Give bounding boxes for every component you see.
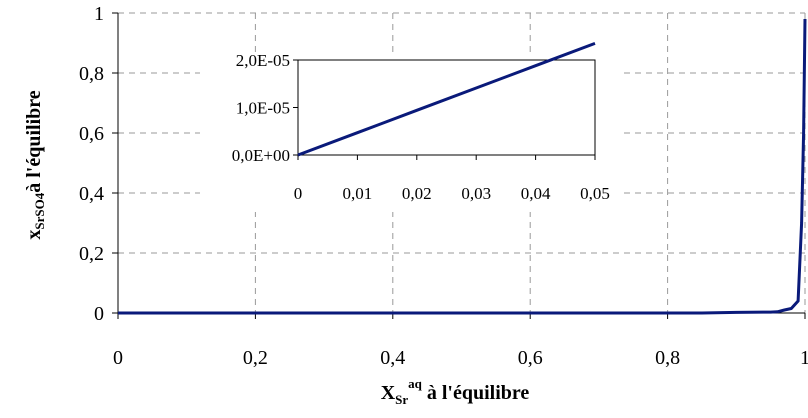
inset-x-tick-label-5: 0,05: [580, 184, 610, 203]
inset-chart: 0,0E+00 1,0E-05 2,0E-05 0 0,01 0,02 0,03 0,04 0,…: [200, 41, 620, 212]
x-tick-label-5: 1: [800, 347, 808, 369]
inset-x-tick-label-3: 0,03: [461, 184, 491, 203]
inset-x-tick-label-0: 0: [294, 184, 303, 203]
inset-y-tick-label-2: 2,0E-05: [236, 51, 290, 70]
x-tick-label-4: 0,8: [655, 347, 680, 369]
main-series-line-0: [118, 18, 807, 315]
y-tick-label-1: 0,2: [79, 243, 104, 265]
y-axis-title-main: x: [23, 230, 45, 240]
inset-background: [200, 52, 620, 212]
main-series: [118, 18, 807, 315]
y-tick-label-3: 0,6: [79, 123, 104, 145]
y-axis-title: xSrSO4à l'équilibre: [23, 90, 47, 239]
y-tick-label-5: 1: [94, 3, 104, 25]
x-tick-label-2: 0,4: [380, 347, 405, 369]
main-tick-labels: 0 0,2 0,4 0,6 0,8 1 0 0,2 0,4 0,6 0,8 1: [79, 3, 808, 369]
x-axis-title-sup: aq: [408, 376, 423, 391]
x-tick-label-0: 0: [113, 347, 123, 369]
x-tick-label-3: 0,6: [518, 347, 543, 369]
y-tick-label-4: 0,8: [79, 63, 104, 85]
x-axis-title-rest: à l'équilibre: [422, 382, 530, 404]
y-axis-title-sub: SrSO4: [32, 192, 47, 229]
y-tick-label-0: 0: [94, 303, 104, 325]
x-tick-label-1: 0,2: [243, 347, 268, 369]
inset-series-line-0: [297, 41, 596, 157]
inset-y-tick-label-1: 1,0E-05: [236, 99, 290, 118]
inset-x-tick-label-1: 0,01: [343, 184, 373, 203]
x-axis-title: XSraq à l'équilibre: [381, 376, 530, 407]
inset-x-tick-label-2: 0,02: [402, 184, 432, 203]
inset-y-tick-label-0: 0,0E+00: [232, 146, 290, 165]
inset-x-tick-label-4: 0,04: [521, 184, 551, 203]
y-axis-title-rest: à l'équilibre: [23, 90, 45, 193]
y-tick-label-2: 0,4: [79, 183, 104, 205]
x-axis-title-sub: Sr: [395, 392, 408, 407]
x-axis-title-main: X: [381, 382, 396, 404]
